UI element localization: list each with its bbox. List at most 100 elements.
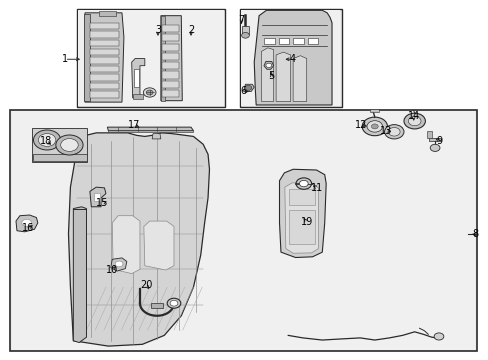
Bar bbox=[162, 34, 179, 41]
Polygon shape bbox=[292, 56, 306, 102]
Bar bbox=[288, 210, 314, 244]
Bar bbox=[78, 10, 223, 106]
Polygon shape bbox=[276, 52, 290, 102]
Text: 18: 18 bbox=[40, 136, 52, 147]
Circle shape bbox=[115, 261, 122, 267]
Bar bbox=[78, 10, 223, 106]
Text: 11: 11 bbox=[311, 183, 323, 193]
Polygon shape bbox=[243, 84, 254, 91]
Polygon shape bbox=[264, 62, 273, 69]
Polygon shape bbox=[143, 221, 174, 270]
Text: 14: 14 bbox=[407, 111, 419, 121]
Bar bbox=[94, 193, 100, 202]
Text: 5: 5 bbox=[268, 71, 274, 81]
Bar bbox=[77, 9, 224, 107]
Bar bbox=[162, 25, 179, 32]
Text: 19: 19 bbox=[300, 217, 312, 227]
Bar bbox=[427, 131, 431, 138]
Circle shape bbox=[433, 333, 443, 340]
Polygon shape bbox=[99, 12, 116, 16]
Circle shape bbox=[61, 139, 78, 152]
Bar bbox=[307, 38, 318, 44]
Polygon shape bbox=[108, 130, 193, 132]
Bar bbox=[241, 10, 340, 106]
Circle shape bbox=[56, 135, 83, 155]
Bar bbox=[32, 154, 87, 161]
Circle shape bbox=[384, 125, 403, 139]
Text: 7: 7 bbox=[238, 15, 244, 25]
Circle shape bbox=[170, 300, 178, 306]
Circle shape bbox=[387, 127, 399, 136]
Bar bbox=[90, 31, 118, 38]
Bar bbox=[239, 9, 341, 107]
Text: 9: 9 bbox=[435, 136, 441, 146]
Circle shape bbox=[407, 116, 420, 126]
Bar bbox=[292, 38, 303, 44]
Bar bbox=[90, 83, 118, 89]
Polygon shape bbox=[84, 14, 90, 102]
Polygon shape bbox=[31, 128, 87, 162]
Circle shape bbox=[295, 178, 311, 189]
Text: 1: 1 bbox=[61, 54, 67, 64]
Text: 4: 4 bbox=[289, 54, 296, 64]
Polygon shape bbox=[152, 134, 161, 139]
Polygon shape bbox=[90, 187, 106, 207]
Polygon shape bbox=[161, 16, 182, 101]
Circle shape bbox=[167, 298, 181, 308]
Polygon shape bbox=[254, 10, 331, 105]
Text: 12: 12 bbox=[354, 120, 366, 130]
Circle shape bbox=[143, 88, 156, 97]
Bar bbox=[162, 90, 179, 97]
Circle shape bbox=[33, 130, 61, 150]
Circle shape bbox=[265, 63, 271, 67]
Circle shape bbox=[371, 124, 377, 129]
Bar bbox=[90, 66, 118, 72]
Circle shape bbox=[38, 134, 56, 147]
Bar bbox=[162, 71, 179, 78]
Text: 6: 6 bbox=[240, 86, 246, 96]
Circle shape bbox=[299, 180, 307, 187]
Polygon shape bbox=[112, 216, 140, 274]
Bar bbox=[151, 303, 163, 307]
Text: 10: 10 bbox=[106, 265, 118, 275]
Circle shape bbox=[429, 144, 439, 152]
Text: 3: 3 bbox=[155, 25, 161, 35]
Bar bbox=[90, 23, 118, 29]
Circle shape bbox=[22, 219, 31, 226]
Bar bbox=[90, 40, 118, 46]
Bar bbox=[264, 38, 274, 44]
Bar bbox=[12, 111, 474, 350]
Text: 13: 13 bbox=[380, 126, 392, 136]
Bar bbox=[12, 111, 474, 350]
Polygon shape bbox=[107, 127, 193, 131]
Polygon shape bbox=[131, 59, 144, 98]
Text: 16: 16 bbox=[22, 223, 34, 233]
Circle shape bbox=[366, 121, 382, 132]
Bar bbox=[162, 44, 179, 51]
Text: 2: 2 bbox=[187, 25, 194, 35]
Polygon shape bbox=[279, 169, 325, 257]
Bar bbox=[288, 189, 314, 205]
Polygon shape bbox=[285, 183, 318, 253]
Bar bbox=[242, 26, 248, 33]
Polygon shape bbox=[68, 133, 209, 346]
Bar bbox=[162, 81, 179, 88]
Bar bbox=[90, 57, 118, 64]
Bar bbox=[162, 62, 179, 69]
Polygon shape bbox=[161, 16, 164, 101]
Text: 8: 8 bbox=[471, 229, 478, 239]
Bar bbox=[10, 111, 476, 351]
Bar bbox=[90, 74, 118, 81]
Bar bbox=[369, 109, 378, 112]
Bar bbox=[278, 38, 288, 44]
Text: 20: 20 bbox=[140, 280, 152, 291]
Polygon shape bbox=[111, 258, 126, 271]
Polygon shape bbox=[73, 207, 86, 342]
Circle shape bbox=[403, 113, 425, 129]
Bar bbox=[132, 94, 143, 99]
Bar bbox=[162, 53, 179, 60]
Polygon shape bbox=[261, 48, 273, 102]
Polygon shape bbox=[85, 13, 123, 102]
Bar bbox=[241, 10, 340, 106]
Bar bbox=[428, 138, 441, 141]
